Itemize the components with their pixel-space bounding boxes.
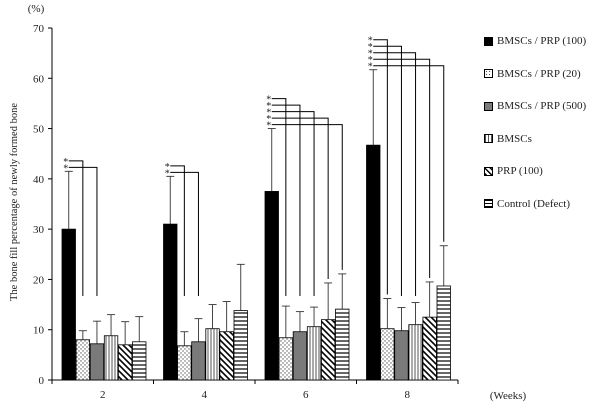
- bar: [320, 319, 336, 381]
- legend-item: PRP (100): [484, 164, 543, 178]
- significance-marker: *: [266, 114, 271, 125]
- x-tick-label: 8: [405, 389, 411, 401]
- significance-marker: *: [266, 121, 271, 132]
- significance-bracket: [271, 111, 315, 296]
- significance-marker: *: [63, 163, 68, 174]
- legend-swatch: [484, 101, 493, 111]
- y-tick-label: 0: [39, 375, 45, 387]
- bar: [118, 344, 133, 381]
- bar: [278, 337, 294, 381]
- bar: [292, 331, 308, 381]
- legend-label: Control (Defect): [497, 197, 570, 210]
- bar: [75, 339, 90, 381]
- bar: [191, 341, 206, 381]
- bar: [306, 326, 322, 381]
- significance-marker: *: [165, 168, 170, 179]
- bar: [335, 308, 350, 381]
- legend-swatch: [484, 69, 493, 78]
- bar: [89, 343, 105, 381]
- significance-marker: *: [165, 162, 170, 173]
- bar: [219, 331, 234, 381]
- significance-bracket: [373, 39, 388, 295]
- significance-marker: *: [368, 36, 373, 47]
- legend-item: BMSCs / PRP (20): [484, 67, 581, 81]
- significance-marker: *: [368, 62, 373, 73]
- significance-bracket: [170, 171, 199, 296]
- significance-bracket: [170, 165, 185, 296]
- bar: [380, 328, 395, 381]
- bar: [394, 330, 409, 381]
- bar: [177, 345, 192, 381]
- legend-label: BMSCs / PRP (20): [497, 67, 581, 80]
- significance-bracket: [68, 166, 98, 296]
- legend-swatch: [484, 134, 493, 143]
- y-unit-label: (%): [28, 3, 45, 15]
- significance-marker: *: [266, 108, 271, 119]
- significance-marker: *: [368, 55, 373, 66]
- legend-item: BMSCs: [484, 132, 532, 146]
- legend-swatch: [484, 166, 493, 176]
- y-axis-title: The bone fill percentage of newly formed…: [9, 103, 20, 301]
- x-tick-label: 4: [202, 389, 208, 401]
- x-axis-title: (Weeks): [490, 390, 527, 402]
- significance-bracket: [271, 98, 287, 296]
- legend-item: BMSCs / PRP (500): [484, 99, 586, 113]
- x-tick-label: 2: [100, 389, 106, 401]
- significance-bracket: [271, 117, 329, 279]
- x-tick-label: 6: [303, 389, 309, 401]
- significance-marker: *: [266, 101, 271, 112]
- bar: [233, 310, 248, 381]
- significance-bracket: [271, 104, 301, 296]
- bar: [132, 341, 147, 381]
- y-tick-label: 70: [33, 23, 45, 35]
- y-tick-label: 20: [33, 274, 45, 286]
- legend-label: BMSCs / PRP (100): [497, 35, 587, 47]
- significance-marker: *: [266, 95, 271, 106]
- legend-label: BMSCs / PRP (500): [497, 100, 587, 112]
- bar: [205, 328, 220, 381]
- significance-marker: *: [368, 49, 373, 60]
- significance-bracket: [373, 52, 417, 296]
- y-tick-label: 50: [33, 124, 45, 136]
- legend-item: BMSCs / PRP (100): [484, 34, 586, 48]
- significance-marker: *: [368, 42, 373, 53]
- significance-marker: *: [63, 157, 68, 168]
- bar: [422, 316, 437, 381]
- significance-bracket: [373, 45, 402, 296]
- y-tick-label: 30: [33, 224, 45, 236]
- legend-item: Control (Defect): [484, 197, 570, 211]
- y-tick-label: 60: [33, 73, 45, 85]
- legend-label: PRP (100): [497, 165, 543, 177]
- significance-bracket: [373, 58, 431, 278]
- bar: [103, 335, 119, 381]
- bar: [61, 228, 76, 381]
- y-tick-label: 40: [33, 174, 45, 186]
- y-tick-label: 10: [33, 325, 45, 337]
- significance-bracket: [373, 65, 445, 242]
- bar: [264, 191, 279, 381]
- bar: [366, 144, 381, 381]
- bar: [436, 285, 451, 381]
- legend-label: BMSCs: [497, 132, 532, 145]
- significance-bracket: [68, 160, 84, 296]
- bar: [163, 223, 178, 381]
- bar: [408, 324, 423, 381]
- legend-swatch: [484, 199, 493, 208]
- significance-bracket: [271, 124, 343, 270]
- legend-swatch: [484, 36, 493, 46]
